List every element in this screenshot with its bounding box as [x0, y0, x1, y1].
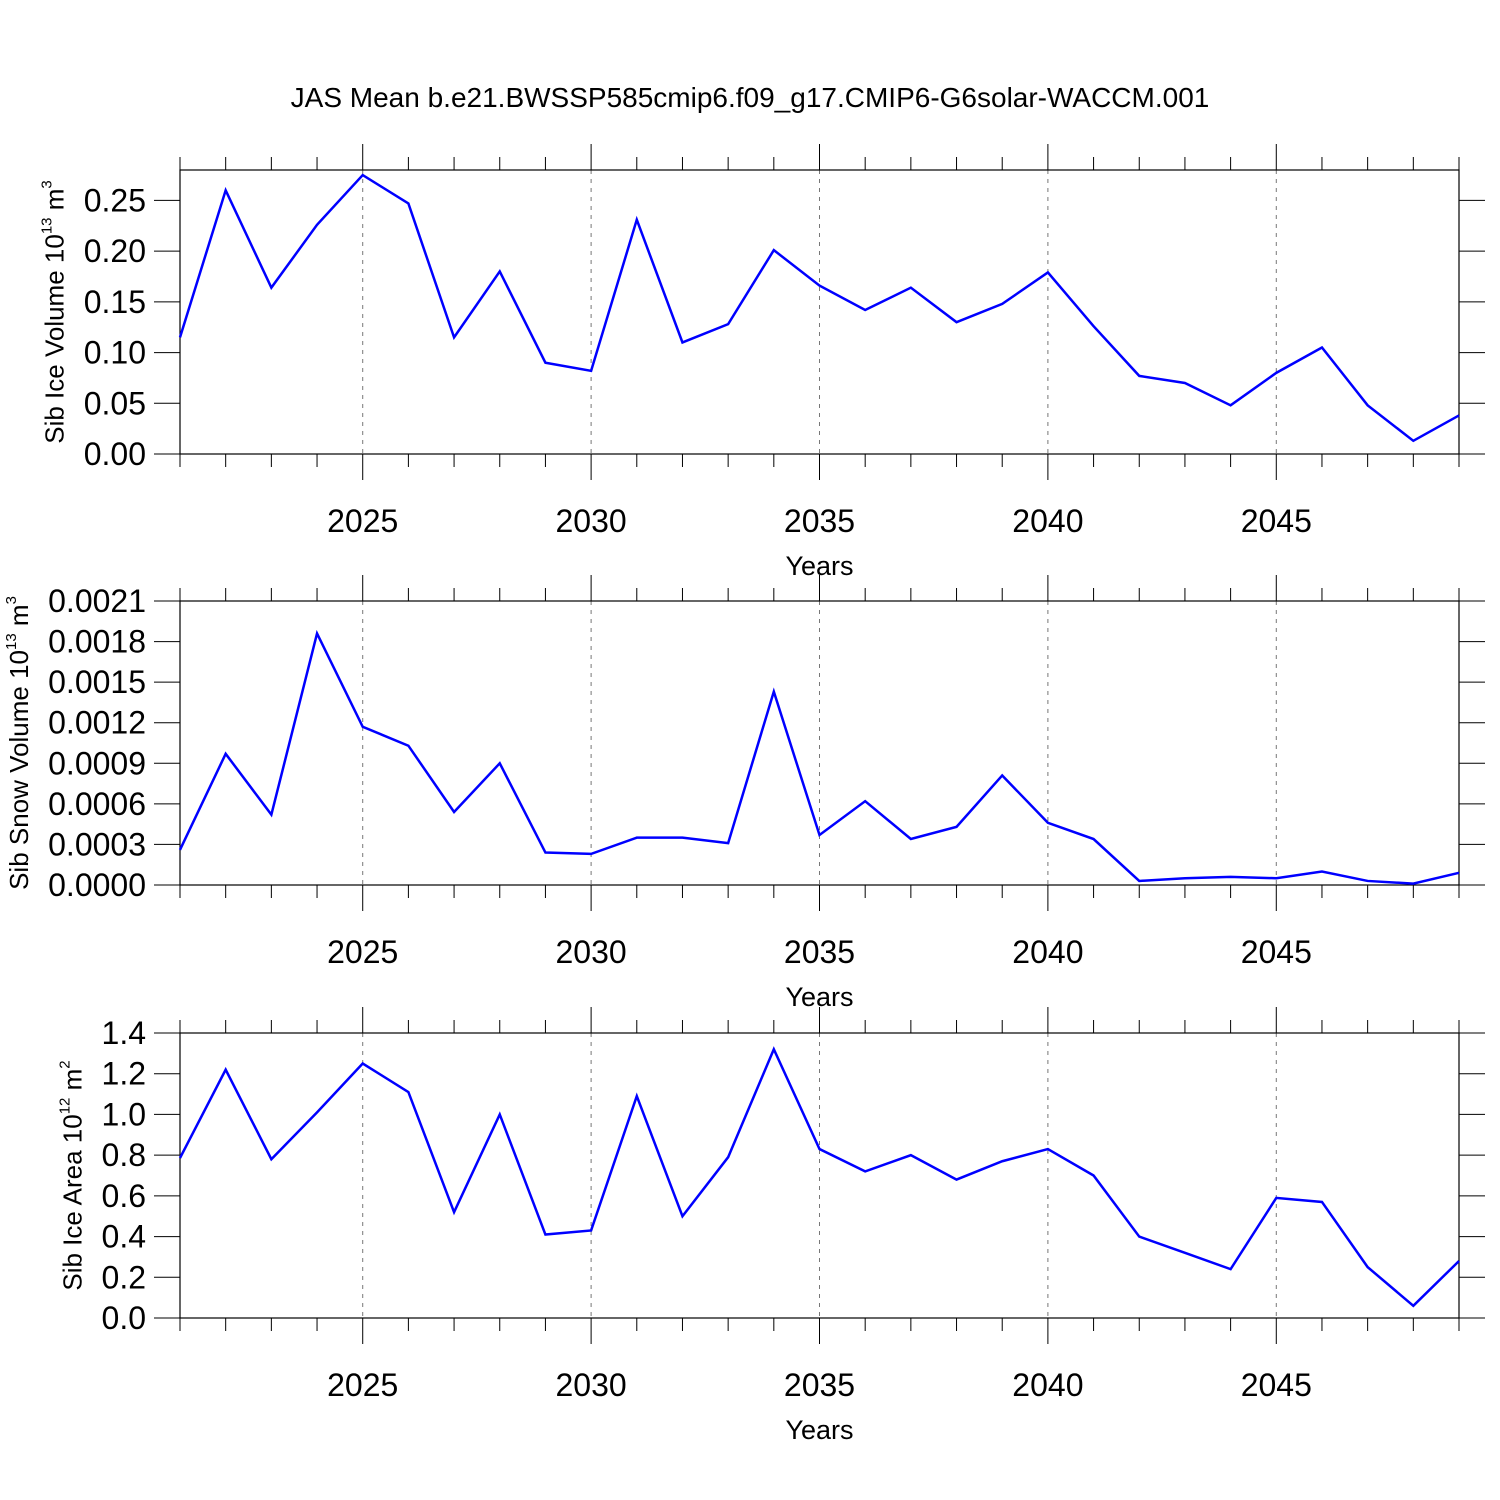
plot-frame [179, 1032, 1460, 1319]
y-tick-label: 0.0000 [48, 867, 146, 903]
x-tick-label: 2030 [556, 503, 627, 539]
y-axis-label-exponent: 13 [3, 633, 20, 650]
data-line [178, 173, 1460, 443]
y-tick-label: 0.0012 [48, 705, 146, 741]
y-tick-label: 0.2 [102, 1259, 146, 1295]
y-tick-label: 0.25 [84, 182, 146, 218]
y-axis-label-part: Sib Ice Volume 10 [40, 234, 70, 444]
y-tick-label: 0.0006 [48, 786, 146, 822]
y-tick-label: 0.0018 [48, 624, 146, 660]
y-axis-label: Sib Ice Volume 1013 m3 [39, 180, 70, 444]
y-axis-label-part: Sib Ice Area 10 [58, 1114, 88, 1290]
x-tick-label: 2045 [1241, 1367, 1312, 1403]
y-axis-label-part: m [58, 1069, 88, 1098]
y-axis-label: Sib Snow Volume 1013 m3 [3, 596, 34, 890]
x-tick-label: 2035 [784, 934, 855, 970]
x-tick-label: 2025 [327, 934, 398, 970]
y-axis-label-part: Sib Snow Volume 10 [4, 650, 34, 890]
x-tick-label: 2030 [556, 934, 627, 970]
chart-title: JAS Mean b.e21.BWSSP585cmip6.f09_g17.CMI… [291, 82, 1210, 113]
y-tick-label: 0.6 [102, 1178, 146, 1214]
y-axis-label-exponent: 12 [57, 1098, 74, 1115]
x-tick-label: 2040 [1012, 934, 1083, 970]
y-axis-label-exponent: 3 [3, 596, 20, 604]
y-axis-label-exponent: 3 [39, 180, 56, 188]
y-tick-label: 0.20 [84, 233, 146, 269]
x-tick-label: 2035 [784, 1367, 855, 1403]
x-tick-label: 2025 [327, 503, 398, 539]
y-tick-label: 0.8 [102, 1137, 146, 1173]
x-tick-label: 2040 [1012, 503, 1083, 539]
plot-frame [179, 169, 1460, 455]
panel: 2025 2030 2035 2040 2045 0.0000 0.0003 0.0006 0.… [3, 575, 1485, 1012]
y-tick-label: 0.00 [84, 436, 146, 472]
x-tick-label: 2035 [784, 503, 855, 539]
y-tick-label: 0.0021 [48, 583, 146, 619]
x-tick-label: 2045 [1241, 934, 1312, 970]
y-tick-label: 1.4 [102, 1015, 146, 1051]
y-tick-label: 0.05 [84, 385, 146, 421]
y-axis-label: Sib Ice Area 1012 m2 [57, 1060, 88, 1290]
y-tick-label: 0.0015 [48, 664, 146, 700]
y-axis-label-part: m [40, 189, 70, 218]
x-tick-label: 2025 [327, 1367, 398, 1403]
x-tick-label: 2045 [1241, 503, 1312, 539]
y-tick-label: 1.0 [102, 1096, 146, 1132]
plot-frame [179, 600, 1460, 886]
y-tick-label: 0.4 [102, 1219, 146, 1255]
x-tick-label: 2030 [556, 1367, 627, 1403]
y-axis-label-exponent: 13 [39, 217, 56, 234]
panel: 2025 2030 2035 2040 2045 0.0 0.2 0.4 0.6 0.8 1.0 1.… [57, 1007, 1485, 1445]
y-tick-label: 0.0003 [48, 826, 146, 862]
y-tick-label: 1.2 [102, 1056, 146, 1092]
data-line [178, 629, 1460, 885]
y-tick-label: 0.0009 [48, 745, 146, 781]
y-axis-label-exponent: 2 [57, 1060, 74, 1068]
y-axis-label-part: m [4, 604, 34, 633]
x-axis-label: Years [785, 1415, 853, 1445]
panel: 2025 2030 2035 2040 2045 0.00 0.05 0.10 0.15 0.20… [39, 144, 1485, 581]
y-tick-label: 0.10 [84, 335, 146, 371]
data-line [178, 1046, 1460, 1308]
y-tick-label: 0.0 [102, 1300, 146, 1336]
y-tick-label: 0.15 [84, 284, 146, 320]
x-tick-label: 2040 [1012, 1367, 1083, 1403]
